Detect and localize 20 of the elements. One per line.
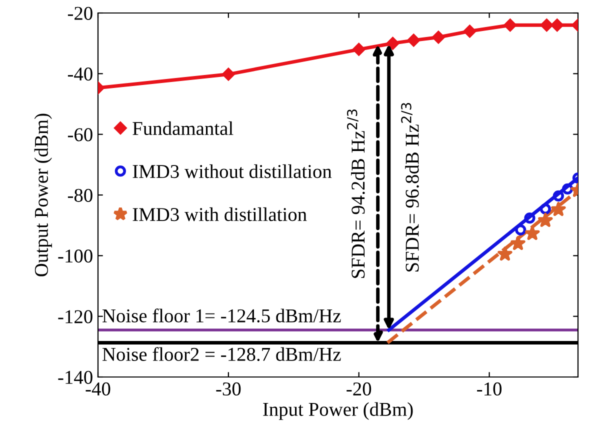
y-tick-label: -40: [68, 67, 92, 81]
y-tick-label: -120: [58, 310, 92, 324]
x-tick-label: -40: [86, 382, 110, 396]
x-tick-label: -10: [477, 382, 502, 396]
y-tick-label: -60: [68, 128, 92, 142]
x-tick-label: -30: [216, 382, 241, 396]
y-tick-label: -20: [68, 6, 92, 20]
y-tick-label: -80: [68, 188, 92, 202]
x-tick-label: -20: [346, 382, 372, 396]
x-axis-title: Input Power (dBm): [263, 402, 413, 420]
legend-label: IMD3 with distillation: [132, 207, 307, 222]
ref-line-label: Noise floor 1= -124.5 dBm/Hz: [102, 308, 341, 322]
y-tick-label: -100: [58, 249, 92, 263]
annotation: SFDR= 96.8dB Hz$^{2/3}$: [401, 103, 419, 272]
annotation: SFDR= 94.2dB Hz$^{2/3}$: [346, 110, 365, 278]
legend-label: IMD3 without distillation: [132, 164, 332, 178]
y-axis-title: Output Power (dBm): [34, 114, 52, 276]
legend-label: Fundamantal: [132, 121, 234, 136]
ref-line-label: Noise floor2 = -128.7 dBm/Hz: [102, 347, 341, 362]
y-tick-label: -140: [58, 370, 92, 384]
